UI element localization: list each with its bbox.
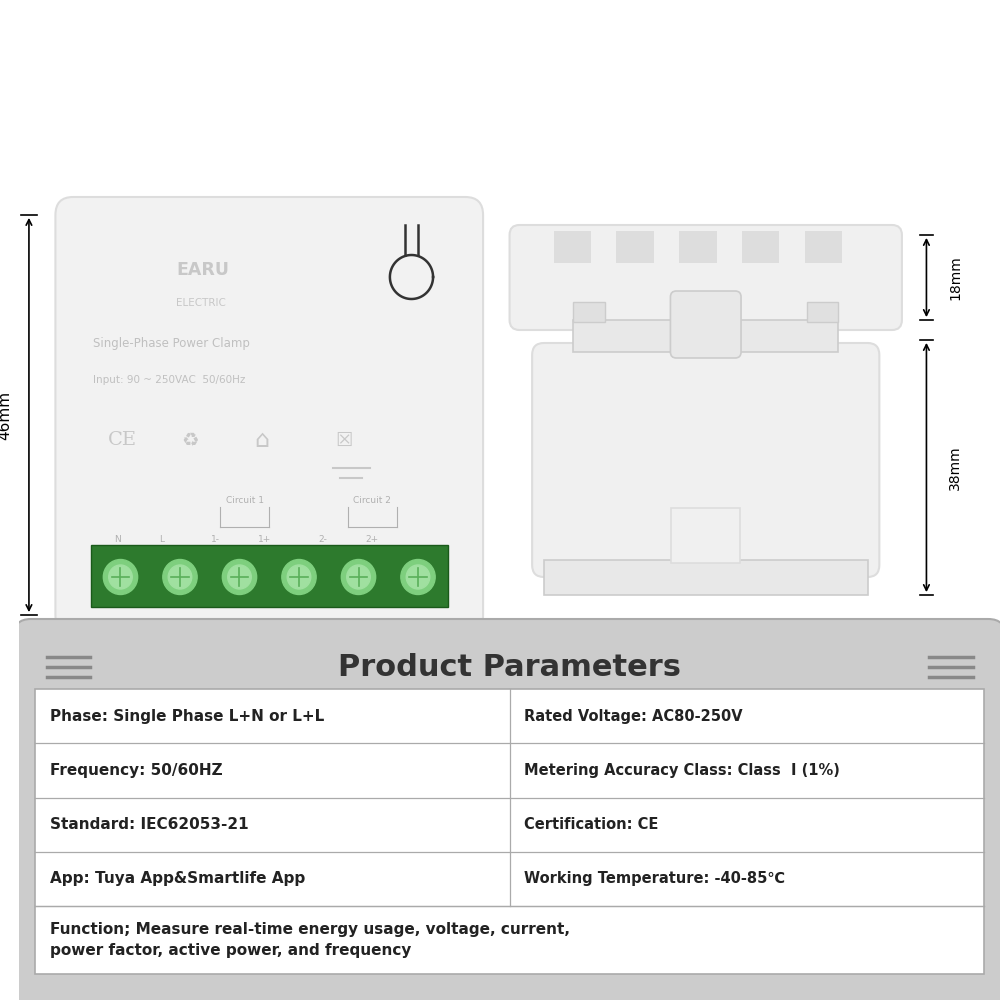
Text: ⌂: ⌂ (255, 428, 270, 452)
Text: 2+: 2+ (366, 536, 379, 544)
Circle shape (347, 565, 370, 589)
Text: EARU: EARU (176, 261, 229, 279)
Text: Input: 90 ~ 250VAC  50/60Hz: Input: 90 ~ 250VAC 50/60Hz (93, 375, 245, 385)
Text: ☒: ☒ (335, 430, 353, 450)
FancyBboxPatch shape (510, 225, 902, 330)
Text: App: Tuya App&Smartlife App: App: Tuya App&Smartlife App (50, 871, 305, 886)
Text: Certification: CE: Certification: CE (524, 817, 659, 832)
Circle shape (103, 559, 138, 594)
Circle shape (168, 565, 192, 589)
Text: Frequency: 50/60HZ: Frequency: 50/60HZ (50, 763, 222, 778)
Text: 2-: 2- (319, 536, 328, 544)
Circle shape (287, 565, 311, 589)
Bar (573, 302, 605, 322)
Text: Metering Accuracy Class: Class  I (1%): Metering Accuracy Class: Class I (1%) (524, 763, 840, 778)
Circle shape (401, 559, 435, 594)
Bar (742, 231, 779, 263)
Circle shape (228, 565, 251, 589)
Circle shape (282, 559, 316, 594)
Text: Product Parameters: Product Parameters (338, 652, 681, 682)
Text: Rated Voltage: AC80-250V: Rated Voltage: AC80-250V (524, 709, 743, 724)
FancyBboxPatch shape (13, 619, 1000, 1000)
Circle shape (109, 565, 132, 589)
FancyBboxPatch shape (91, 545, 448, 607)
Text: 38mm: 38mm (948, 445, 962, 490)
Text: Single-Phase Power Clamp: Single-Phase Power Clamp (93, 337, 250, 350)
FancyBboxPatch shape (532, 343, 879, 577)
Text: Function; Measure real-time energy usage, voltage, current,
power factor, active: Function; Measure real-time energy usage… (50, 922, 570, 958)
Text: L: L (159, 536, 164, 544)
Text: Circuit 2: Circuit 2 (353, 496, 391, 505)
Bar (679, 231, 717, 263)
Text: ♻: ♻ (181, 430, 198, 450)
FancyBboxPatch shape (55, 197, 483, 633)
Bar (616, 231, 654, 263)
FancyBboxPatch shape (670, 291, 741, 358)
Text: 51mm: 51mm (681, 668, 730, 682)
Text: ELECTRIC: ELECTRIC (176, 298, 226, 308)
Bar (554, 231, 591, 263)
FancyBboxPatch shape (35, 689, 984, 974)
Text: Circuit 1: Circuit 1 (226, 496, 264, 505)
Text: CE: CE (107, 431, 136, 449)
Circle shape (222, 559, 257, 594)
Circle shape (406, 565, 430, 589)
Text: N: N (114, 536, 121, 544)
Text: Working Temperature: -40-85℃: Working Temperature: -40-85℃ (524, 871, 785, 886)
Circle shape (163, 559, 197, 594)
Bar (807, 302, 838, 322)
Bar (544, 560, 868, 595)
Text: 1-: 1- (211, 536, 220, 544)
Text: 18mm: 18mm (948, 255, 962, 300)
Text: 46mm: 46mm (0, 390, 12, 440)
Text: 1+: 1+ (258, 536, 271, 544)
Bar (671, 508, 740, 563)
Bar (573, 320, 838, 352)
Text: Standard: IEC62053-21: Standard: IEC62053-21 (50, 817, 248, 832)
Bar (805, 231, 842, 263)
Circle shape (341, 559, 376, 594)
Text: 46mm: 46mm (245, 682, 294, 698)
Text: Phase: Single Phase L+N or L+L: Phase: Single Phase L+N or L+L (50, 709, 324, 724)
